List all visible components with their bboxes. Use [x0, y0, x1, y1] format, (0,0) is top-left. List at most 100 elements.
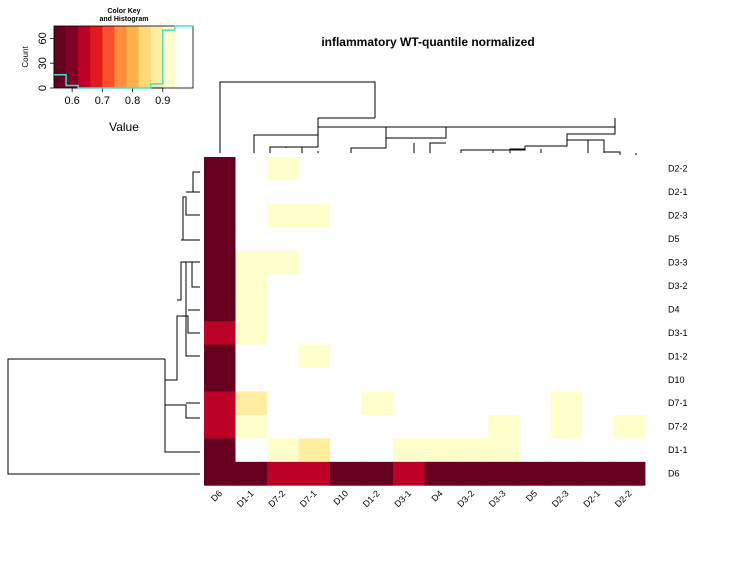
color-key-swatch	[102, 26, 115, 88]
heatmap-cell	[456, 203, 488, 228]
heatmap-cell	[550, 297, 583, 322]
heatmap-cell	[550, 180, 583, 205]
heatmap-cell	[456, 321, 488, 345]
heatmap-cell	[613, 157, 646, 181]
heatmap-cell	[298, 438, 331, 463]
heatmap-cell	[613, 250, 646, 275]
heatmap-cell	[330, 461, 362, 486]
heatmap-cell	[487, 344, 520, 369]
heatmap-cell	[393, 180, 425, 205]
heatmap-cell	[235, 250, 268, 275]
column-label: D1-2	[361, 488, 382, 509]
heatmap-cell	[298, 461, 331, 486]
heatmap-cell	[582, 203, 614, 228]
heatmap-cell	[235, 461, 268, 486]
heatmap-cell	[330, 344, 362, 369]
color-key-swatches	[53, 25, 194, 89]
color-key-swatch	[126, 26, 139, 88]
heatmap-cell	[361, 321, 394, 345]
column-dendrogram-branch	[219, 81, 376, 153]
heatmap-cell	[424, 250, 457, 275]
heatmap-cell	[519, 203, 551, 228]
column-label: D2-1	[581, 488, 602, 509]
heatmap-cell	[550, 438, 583, 463]
heatmap-cell	[582, 157, 614, 181]
heatmap-cell	[582, 250, 614, 275]
heatmap-cell	[582, 274, 614, 299]
heatmap-cell	[487, 180, 520, 205]
heatmap-cell	[550, 368, 583, 392]
chart-title: inflammatory WT-quantile normalized	[321, 35, 534, 49]
heatmap-cell	[613, 414, 646, 439]
heatmap-cell	[204, 157, 236, 181]
heatmap-cell	[519, 180, 551, 205]
heatmap-cell	[298, 227, 331, 252]
heatmap-cell	[204, 391, 236, 416]
heatmap-cell	[393, 438, 425, 463]
heatmap-cell	[487, 368, 520, 392]
heatmap-cell	[487, 438, 520, 463]
column-dendrogram-branch	[509, 148, 525, 153]
row-dendrogram-branch	[186, 261, 200, 288]
heatmap-cell	[361, 250, 394, 275]
heatmap-cell	[330, 250, 362, 275]
heatmap-cell	[456, 180, 488, 205]
heatmap-cell	[519, 461, 551, 486]
row-dendrogram-branch	[164, 359, 200, 453]
heatmap-cell	[235, 391, 268, 416]
row-label: D7-2	[668, 422, 688, 432]
color-key-y-tick-label: 30	[37, 57, 49, 69]
row-dendrogram-branch	[165, 404, 200, 419]
color-key-x-tick-label: 0.7	[95, 95, 110, 107]
column-label: D4	[429, 488, 444, 503]
row-label: D3-1	[668, 328, 688, 338]
heatmap-cell	[613, 391, 646, 416]
heatmap-cell	[613, 227, 646, 252]
heatmap-cell	[456, 297, 488, 322]
column-label: D7-1	[298, 488, 319, 509]
heatmap-cell	[613, 321, 646, 345]
heatmap-cell	[424, 391, 457, 416]
heatmap-cell	[204, 414, 236, 439]
heatmap-cell	[613, 297, 646, 322]
heatmap-cell	[361, 274, 394, 299]
heatmap-cell	[267, 180, 299, 205]
heatmap-cell	[267, 274, 299, 299]
heatmap-cell	[267, 368, 299, 392]
heatmap-cell	[330, 274, 362, 299]
heatmap-cell	[298, 297, 331, 322]
heatmap-cell	[613, 180, 646, 205]
row-dendrogram-branch	[7, 358, 200, 475]
heatmap-cell	[204, 368, 236, 392]
heatmap-cell	[424, 321, 457, 345]
heatmap-cell	[267, 157, 299, 181]
heatmap-cell	[330, 297, 362, 322]
column-label: D10	[331, 488, 350, 507]
heatmap-cell	[393, 157, 425, 181]
heatmap-cell	[204, 321, 236, 345]
heatmap-cell	[361, 157, 394, 181]
heatmap-cell	[267, 344, 299, 369]
heatmap-cell	[550, 227, 583, 252]
row-label: D4	[668, 304, 680, 314]
row-dendrogram-branch	[186, 171, 200, 193]
heatmap-cell	[487, 414, 520, 439]
heatmap-cell	[456, 438, 488, 463]
heatmap-cell	[298, 180, 331, 205]
heatmap-cell	[550, 321, 583, 345]
heatmap-cell	[204, 438, 236, 463]
column-dendrogram	[219, 81, 637, 155]
column-label: D6	[209, 488, 224, 503]
heatmap-cell	[456, 414, 488, 439]
heatmap-cell	[582, 344, 614, 369]
heatmap-cell	[550, 461, 583, 486]
color-key-title-line-2: and Histogram	[99, 16, 148, 23]
heatmap-cell	[361, 344, 394, 369]
row-label: D6	[668, 469, 680, 479]
color-key-ylabel: Count	[21, 46, 30, 68]
heatmap-cell	[361, 414, 394, 439]
heatmap-cell	[330, 391, 362, 416]
heatmap-cell	[298, 203, 331, 228]
heatmap-cell	[519, 368, 551, 392]
heatmap-cell	[519, 250, 551, 275]
